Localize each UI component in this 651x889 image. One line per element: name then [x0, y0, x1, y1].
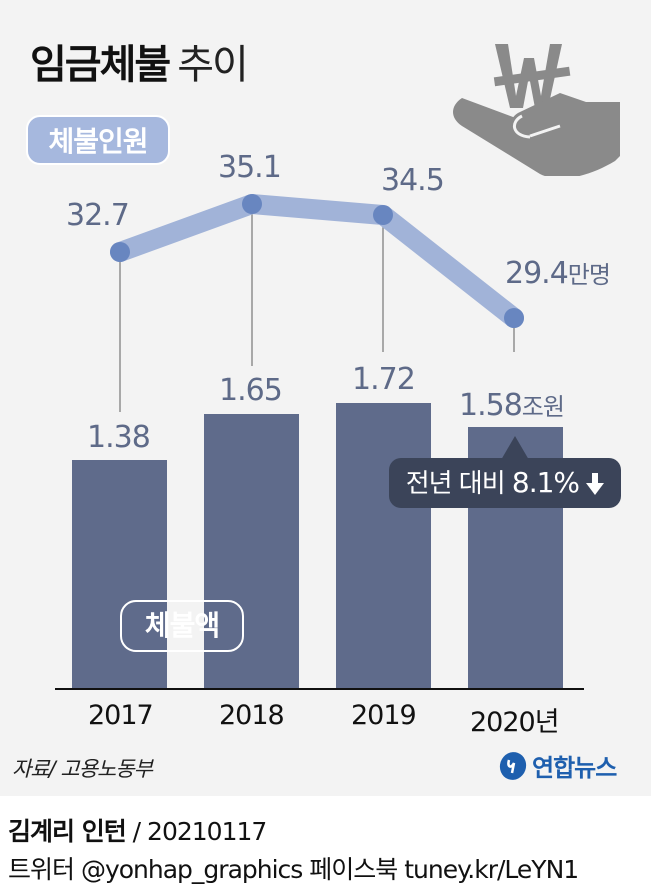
callout-pointer	[501, 436, 529, 460]
amount-label-2020: 1.58조원	[459, 388, 565, 423]
bar-2018	[204, 414, 299, 689]
legend-amount-badge: 체불액	[120, 600, 244, 652]
page-title: 임금체불 추이	[30, 42, 249, 88]
x-label-2018: 2018	[219, 700, 285, 731]
hand-with-won-coin-icon	[453, 44, 620, 176]
yonhap-logo: 연합뉴스	[498, 748, 617, 783]
yoy-change-callout: 전년 대비 8.1%	[389, 458, 621, 508]
people-line-chart	[110, 194, 524, 412]
people-label-2020: 29.4만명	[505, 256, 611, 291]
yonhap-logo-icon	[499, 751, 527, 780]
source-credit: 자료/ 고용노동부	[12, 757, 153, 781]
x-label-2019: 2019	[351, 700, 417, 731]
people-label-2017: 32.7	[66, 198, 130, 233]
arrow-down-icon	[586, 473, 605, 495]
bar-2019	[336, 403, 431, 689]
amount-label-2019: 1.72	[352, 362, 416, 397]
amount-label-2017: 1.38	[87, 420, 151, 455]
legend-people-badge: 체불인원	[26, 115, 170, 165]
social-links: 트위터 @yonhap_graphics 페이스북 tuney.kr/LeYN1	[8, 855, 579, 884]
infographic-panel: 임금체불 추이 체불인원 32.	[0, 0, 651, 796]
byline: 김계리 인턴 / 20210117	[8, 817, 267, 846]
people-label-2019: 34.5	[381, 163, 445, 198]
people-label-2018: 35.1	[218, 150, 282, 185]
x-label-2017: 2017	[88, 700, 154, 731]
x-axis-line	[55, 688, 584, 690]
amount-label-2018: 1.65	[219, 373, 283, 408]
x-label-2020: 2020년	[470, 707, 560, 738]
